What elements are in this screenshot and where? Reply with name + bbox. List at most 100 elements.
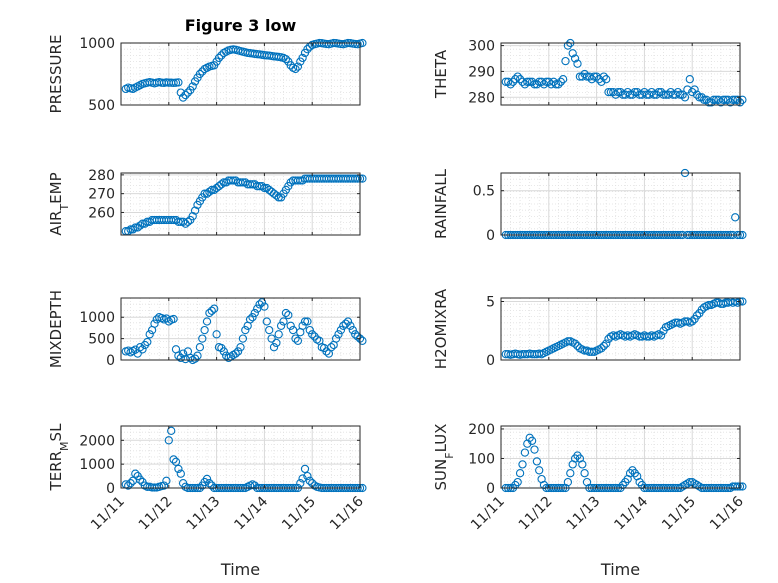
x-tick-label: 11/16 [707, 493, 747, 533]
data-point [709, 95, 718, 104]
data-point [174, 464, 183, 474]
data-point [245, 315, 255, 324]
data-point [561, 56, 570, 66]
data-point [135, 343, 145, 352]
data-point [635, 477, 644, 487]
data-point [303, 471, 312, 481]
data-point [673, 87, 683, 97]
data-point [269, 343, 279, 352]
data-point [563, 41, 573, 50]
data-point [281, 308, 291, 318]
data-point [580, 469, 589, 478]
data-point [506, 80, 515, 89]
data-point [527, 436, 537, 445]
data-point [508, 77, 518, 86]
data-point [554, 80, 563, 89]
data-point [214, 53, 224, 63]
data-point [150, 319, 159, 328]
data-point [303, 317, 312, 326]
data-point [563, 337, 573, 346]
data-point [726, 98, 735, 107]
data-point [587, 347, 596, 356]
data-point [212, 330, 221, 339]
data-point [238, 334, 248, 343]
data-point [590, 72, 599, 81]
y-axis-label: SUNFLUX [432, 424, 456, 491]
data-point [738, 482, 747, 491]
data-point [513, 477, 522, 487]
data-point [346, 321, 355, 330]
data-point [707, 98, 716, 107]
data-point [599, 72, 608, 81]
axes-box [500, 42, 741, 106]
data-point [250, 308, 259, 318]
data-point [625, 469, 635, 478]
data-point [138, 345, 147, 354]
data-point [322, 347, 331, 356]
data-point [128, 225, 138, 234]
y-tick-label: 100 [468, 451, 495, 467]
data-point [205, 308, 214, 318]
data-point [604, 87, 613, 97]
data-point [169, 455, 178, 464]
data-point [556, 77, 565, 86]
axes-rainfall: 0 0.5 RAINFALL [432, 168, 747, 244]
data-point [511, 75, 520, 84]
x-tick-label: 11/11 [468, 494, 508, 534]
x-axis-label: Time [600, 560, 640, 579]
data-point [570, 339, 580, 348]
data-point [697, 93, 706, 102]
data-point [678, 482, 687, 491]
y-tick-label: 0 [486, 228, 495, 244]
axes-box [120, 172, 361, 236]
axes-mixdepth: 0 500 1000 MIXDEPTH [47, 290, 367, 369]
data-point [262, 317, 271, 326]
data-point [733, 482, 742, 491]
data-point [298, 53, 307, 63]
data-point [348, 325, 357, 335]
data-point [578, 460, 587, 469]
data-point [716, 98, 726, 107]
data-point [602, 75, 611, 84]
data-point [176, 353, 185, 363]
data-point [233, 347, 243, 356]
axes-sun_flux: 0 100 200 SUNFLUX 11/11 11/12 11/13 11/14 11/15 1… [432, 422, 747, 579]
data-point [544, 77, 553, 86]
data-point [124, 481, 133, 490]
data-point [602, 339, 611, 348]
data-point [188, 212, 197, 221]
x-tick-label: 11/13 [184, 494, 224, 534]
data-point [298, 474, 307, 483]
y-tick-label: 1000 [79, 457, 115, 473]
data-point [298, 321, 307, 330]
data-point [284, 310, 293, 320]
data-point [551, 80, 561, 89]
data-point [126, 479, 135, 488]
data-point [198, 334, 207, 343]
data-point [558, 75, 568, 84]
data-point [597, 77, 606, 86]
data-point [731, 213, 740, 222]
data-point [253, 304, 262, 313]
data-point [205, 479, 214, 488]
data-point [131, 469, 140, 478]
data-point [193, 351, 202, 360]
y-tick-label: 270 [88, 187, 115, 203]
data-point [515, 469, 525, 478]
data-point [303, 45, 312, 54]
data-point [274, 330, 283, 339]
data-point [186, 353, 195, 363]
data-point [296, 479, 305, 488]
data-point [630, 87, 639, 97]
data-point [145, 330, 154, 339]
axes-air_temp: 260 270 280 AIRTEMP [47, 168, 367, 236]
y-tick-label: 5 [486, 295, 495, 311]
data-point [260, 302, 269, 311]
data-point [327, 343, 336, 352]
data-point [525, 77, 534, 86]
data-point [353, 332, 362, 341]
data-point [143, 337, 152, 347]
data-point [341, 319, 350, 328]
data-point [625, 90, 635, 99]
